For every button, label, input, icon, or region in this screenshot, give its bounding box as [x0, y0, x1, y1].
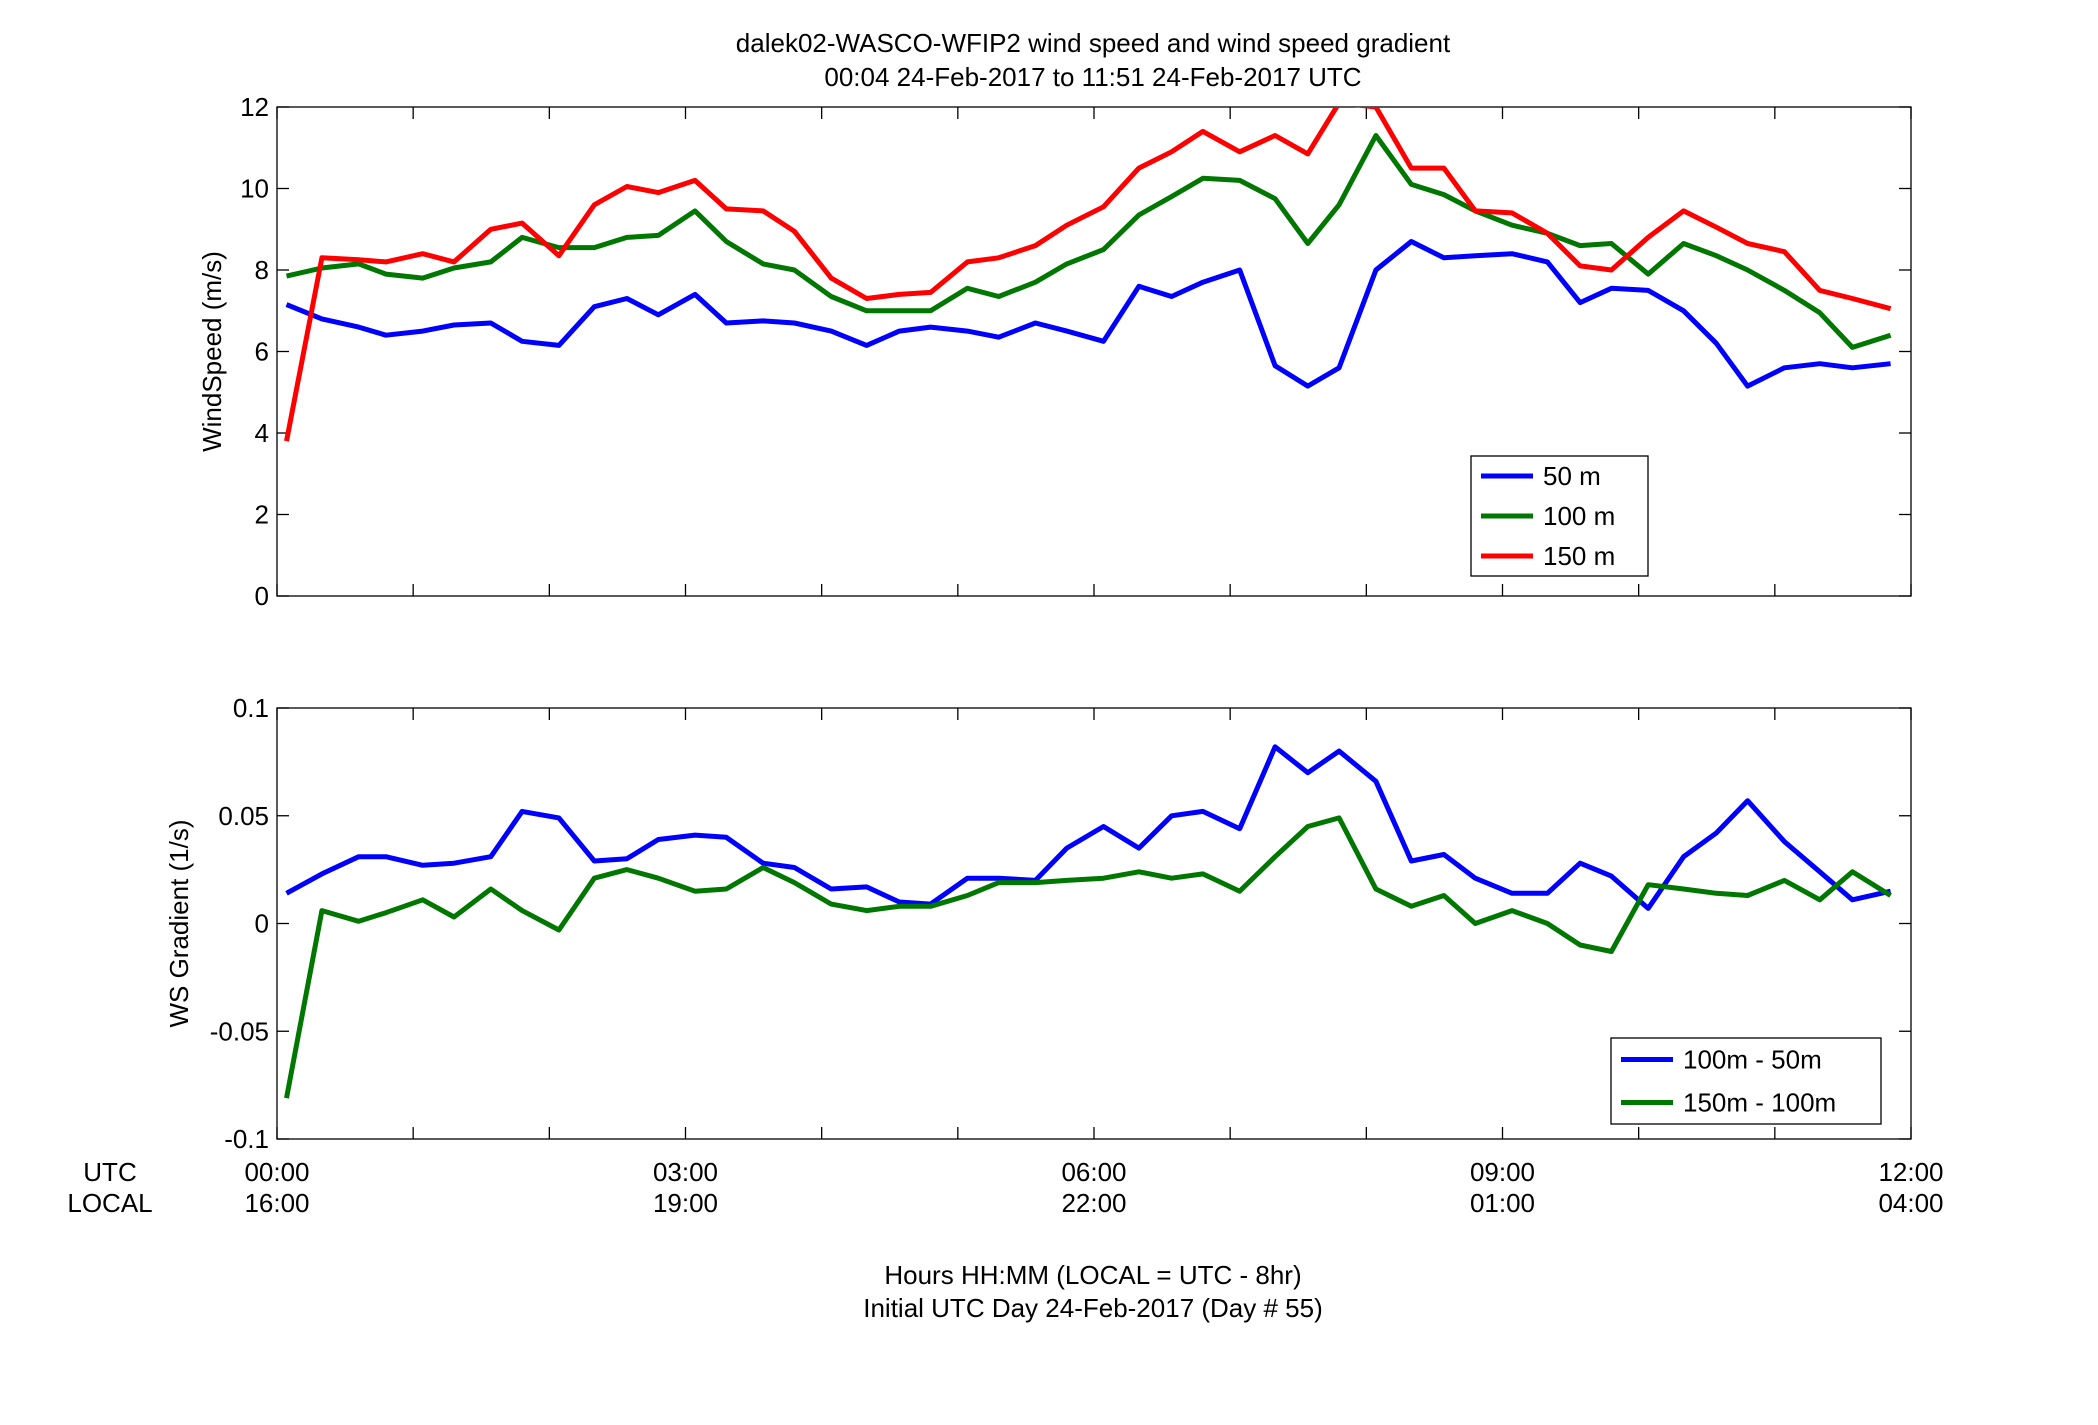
chart-title-line2: 00:04 24-Feb-2017 to 11:51 24-Feb-2017 U… [824, 62, 1361, 92]
legend-label: 100 m [1543, 501, 1615, 531]
y-tick-label: 0 [255, 909, 269, 939]
x-tick-label-local: 16:00 [244, 1188, 309, 1218]
series-line-1 [285, 239, 1891, 389]
legend-label: 100m - 50m [1683, 1045, 1822, 1075]
y-tick-label: 0 [255, 581, 269, 611]
y-tick-label: 0.1 [233, 693, 269, 723]
x-tick-label-utc: 09:00 [1470, 1157, 1535, 1187]
series-line-2 [284, 815, 1892, 1099]
legend-label: 150 m [1543, 541, 1615, 571]
x-axis-label-line1: Hours HH:MM (LOCAL = UTC - 8hr) [884, 1260, 1301, 1290]
series-line-2 [285, 133, 1892, 350]
y-tick-label: 6 [255, 337, 269, 367]
x-axis-label-line2: Initial UTC Day 24-Feb-2017 (Day # 55) [863, 1293, 1323, 1323]
x-tick-label-utc: 06:00 [1061, 1157, 1126, 1187]
x-tick-label-local: 04:00 [1878, 1188, 1943, 1218]
utc-row-label: UTC [83, 1157, 136, 1187]
x-tick-label-local: 19:00 [653, 1188, 718, 1218]
plot-frame [276, 106, 1912, 597]
x-tick-label-utc: 00:00 [244, 1157, 309, 1187]
legend-box [1610, 1037, 1882, 1125]
x-tick-label-local: 01:00 [1470, 1188, 1535, 1218]
legend-label: 50 m [1543, 461, 1601, 491]
y-tick-label: 12 [240, 92, 269, 122]
y-tick-label: -0.05 [210, 1016, 269, 1046]
chart-title-line1: dalek02-WASCO-WFIP2 wind speed and wind … [736, 28, 1451, 58]
y-tick-label: 2 [255, 500, 269, 530]
y-tick-label: 0.05 [218, 801, 269, 831]
local-row-label: LOCAL [67, 1188, 152, 1218]
y-tick-label: -0.1 [224, 1124, 269, 1154]
y-axis-label: WS Gradient (1/s) [164, 819, 194, 1027]
y-axis-label: WindSpeed (m/s) [197, 251, 227, 452]
y-tick-label: 4 [255, 418, 269, 448]
legend-label: 150m - 100m [1683, 1088, 1836, 1118]
x-tick-label-local: 22:00 [1061, 1188, 1126, 1218]
series-line-1 [285, 744, 1892, 911]
y-tick-label: 10 [240, 174, 269, 204]
y-tick-label: 8 [255, 255, 269, 285]
series-line-3 [284, 107, 1892, 442]
x-tick-label-utc: 12:00 [1878, 1157, 1943, 1187]
wind-speed-panel: 0 2 4 6 8 10 12 WindSpeed (m/s) 50 m 100 m 150 m [197, 92, 1912, 611]
x-tick-label-utc: 03:00 [653, 1157, 718, 1187]
